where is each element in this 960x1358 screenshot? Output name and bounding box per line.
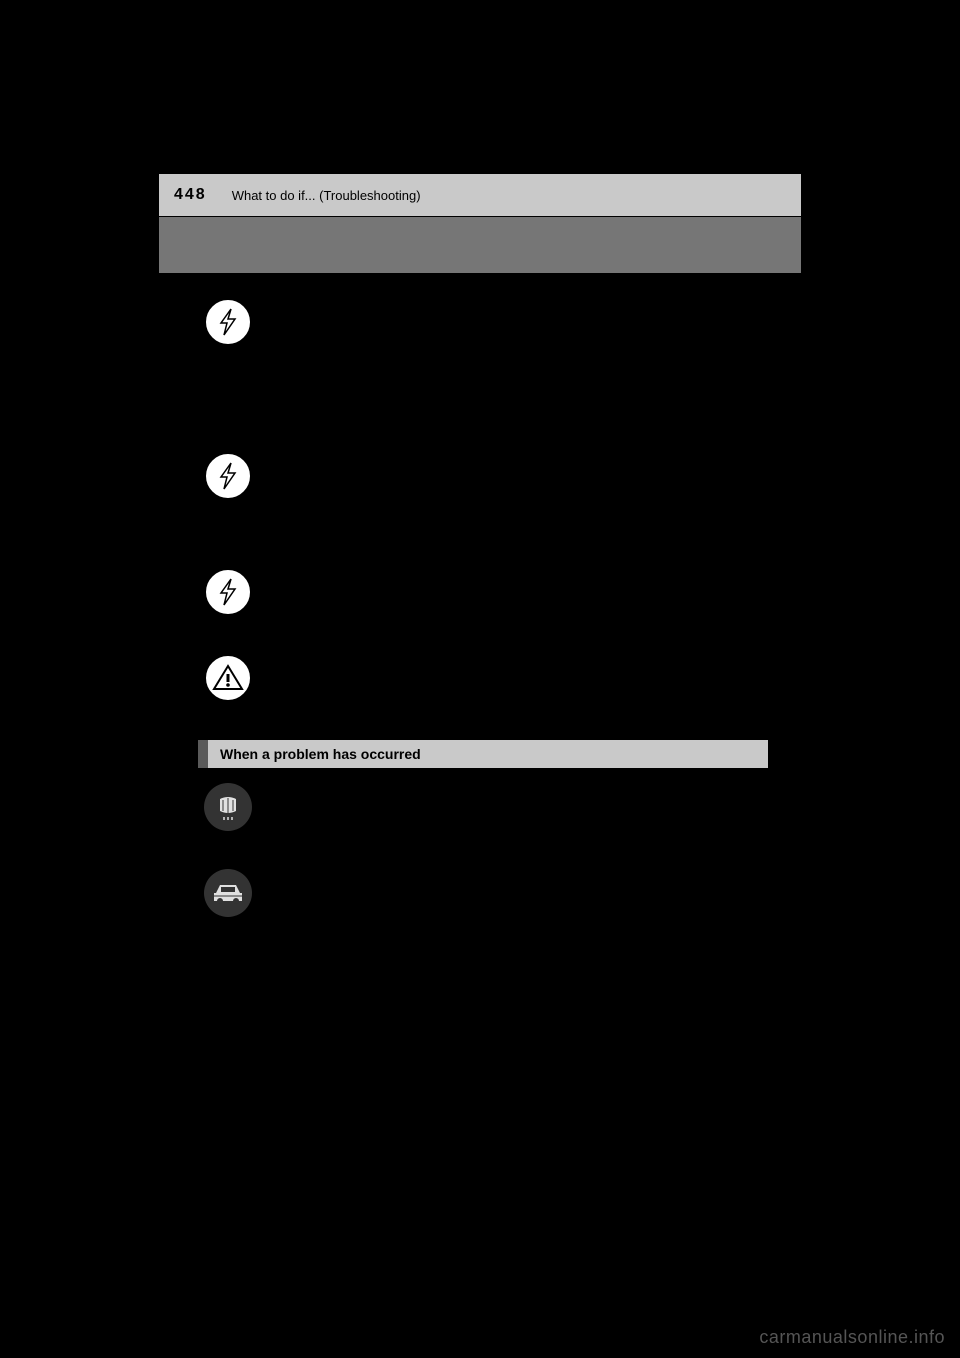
tire-icon bbox=[204, 783, 252, 831]
lightning-icon bbox=[204, 568, 252, 616]
section-header: When a problem has occurred bbox=[198, 740, 768, 768]
item-row bbox=[204, 298, 801, 346]
gray-band bbox=[159, 217, 801, 273]
warning-triangle-icon bbox=[204, 654, 252, 702]
page-container: 448 What to do if... (Troubleshooting) bbox=[159, 174, 801, 985]
lightning-icon bbox=[204, 298, 252, 346]
lightning-icon bbox=[204, 452, 252, 500]
item-row bbox=[204, 869, 801, 917]
header-title: What to do if... (Troubleshooting) bbox=[232, 188, 421, 203]
page-number: 448 bbox=[174, 186, 207, 204]
item-row bbox=[204, 654, 801, 702]
section-header-text: When a problem has occurred bbox=[220, 746, 421, 762]
watermark: carmanualsonline.info bbox=[759, 1327, 945, 1348]
item-row bbox=[204, 452, 801, 500]
content-area: When a problem has occurred bbox=[159, 273, 801, 917]
page-header: 448 What to do if... (Troubleshooting) bbox=[159, 174, 801, 216]
item-row bbox=[204, 783, 801, 831]
car-icon bbox=[204, 869, 252, 917]
item-row bbox=[204, 568, 801, 616]
